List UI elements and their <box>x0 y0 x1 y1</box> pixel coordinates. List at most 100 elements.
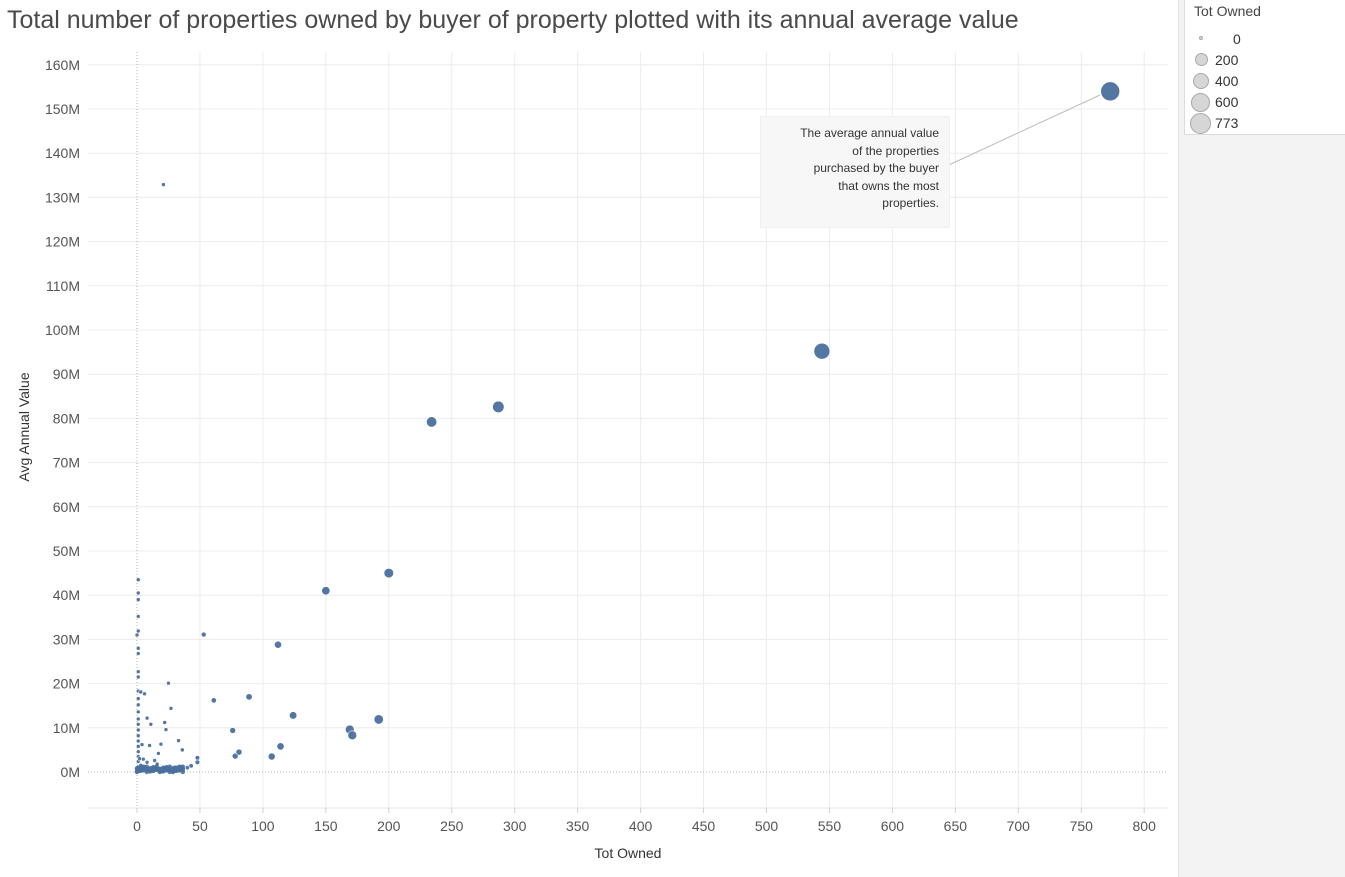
legend-item[interactable]: 200 <box>1185 50 1345 70</box>
y-tick-label: 10M <box>53 720 80 736</box>
y-tick-label: 100M <box>45 322 80 338</box>
y-tick-label: 110M <box>46 278 80 294</box>
legend-item-label: 400 <box>1215 73 1239 89</box>
annotation-line: The average annual value <box>800 126 939 140</box>
data-point <box>152 758 157 763</box>
data-point <box>135 709 141 715</box>
x-tick-label: 300 <box>503 818 527 834</box>
data-point <box>135 674 141 680</box>
legend-item[interactable]: 773 <box>1185 113 1345 134</box>
data-point <box>135 721 141 727</box>
x-tick-label: 650 <box>944 818 968 834</box>
data-point <box>158 741 164 747</box>
annotation-line: purchased by the buyer <box>813 161 939 175</box>
data-point <box>147 743 152 748</box>
data-point <box>174 768 179 773</box>
y-tick-label: 30M <box>53 631 80 647</box>
annotation-connector <box>937 94 1101 171</box>
y-tick-label: 90M <box>53 366 80 382</box>
data-point <box>347 730 358 741</box>
data-point <box>147 768 153 774</box>
y-tick-label: 130M <box>45 189 80 205</box>
data-point <box>492 400 505 413</box>
legend-title: Tot Owned <box>1194 3 1261 19</box>
size-legend[interactable]: Tot Owned 0 200 400 600 773 <box>1184 0 1345 135</box>
x-tick-label: 600 <box>881 818 905 834</box>
x-tick-label: 150 <box>314 818 338 834</box>
side-panel <box>1178 0 1345 877</box>
legend-size-circle <box>1190 113 1211 134</box>
x-tick-label: 400 <box>629 818 653 834</box>
data-point <box>321 586 331 596</box>
y-tick-label: 50M <box>53 543 80 559</box>
y-tick-label: 60M <box>53 499 80 515</box>
scatter-chart: 0M 10M 20M 30M 40M 50M 60M 70M 80M 90M 100M 110M 120… <box>45 52 1168 834</box>
annotation-line: that owns the most <box>838 178 939 193</box>
data-point <box>134 766 140 771</box>
chart-title: Total number of properties owned by buye… <box>7 6 1019 34</box>
legend-size-circle <box>1191 93 1210 112</box>
data-point <box>135 669 141 674</box>
x-tick-label: 0 <box>133 818 141 834</box>
y-tick-label: 160M <box>45 57 80 73</box>
data-point <box>161 182 166 187</box>
x-tick-label: 700 <box>1007 818 1031 834</box>
data-point <box>383 567 394 579</box>
data-point <box>373 714 384 725</box>
data-point <box>148 721 154 727</box>
legend-item-label: 0 <box>1233 31 1241 47</box>
data-point <box>194 759 201 765</box>
data-point <box>135 702 141 708</box>
data-point <box>813 342 831 360</box>
x-tick-label: 100 <box>251 818 275 834</box>
data-point <box>170 766 176 771</box>
x-tick-label: 550 <box>818 818 842 834</box>
y-tick-label: 150M <box>45 101 80 117</box>
data-point <box>154 767 159 772</box>
data-point <box>274 640 282 649</box>
data-point <box>151 765 156 770</box>
x-tick-label: 500 <box>755 818 779 834</box>
data-point <box>1100 81 1121 102</box>
legend-item-label: 773 <box>1215 115 1239 131</box>
plot-area: 0M 10M 20M 30M 40M 50M 60M 70M 80M 90M 100M 110M 120… <box>45 52 1168 834</box>
data-point <box>138 768 143 773</box>
data-point <box>156 751 161 756</box>
data-point <box>135 749 141 754</box>
data-point <box>135 744 141 749</box>
data-point <box>267 752 276 761</box>
data-point <box>135 733 141 739</box>
data-point <box>135 645 141 651</box>
annotation-box: The average annual value of the properti… <box>760 116 950 228</box>
data-point <box>167 769 172 775</box>
legend-item[interactable]: 400 <box>1185 71 1345 91</box>
data-point <box>135 696 141 701</box>
x-axis-label: Tot Owned <box>594 845 662 861</box>
legend-size-circle <box>1193 73 1209 89</box>
data-point <box>135 577 141 583</box>
x-tick-label: 750 <box>1070 818 1094 834</box>
data-point <box>188 763 194 769</box>
data-point <box>177 764 182 769</box>
data-point <box>144 759 150 765</box>
y-tick-label: 120M <box>45 234 80 250</box>
axis-layer: 0M 10M 20M 30M 40M 50M 60M 70M 80M 90M 100M 110M 120… <box>45 57 1156 834</box>
data-point <box>163 727 169 732</box>
data-point <box>140 756 146 762</box>
legend-item[interactable]: 0 <box>1185 29 1345 49</box>
legend-item[interactable]: 600 <box>1185 92 1345 112</box>
data-point <box>200 631 207 638</box>
data-point <box>157 769 163 774</box>
data-point <box>168 706 174 711</box>
data-point <box>137 756 142 762</box>
data-point <box>166 680 171 686</box>
data-point <box>138 689 144 695</box>
data-point <box>235 748 243 756</box>
data-point <box>176 738 181 743</box>
data-point <box>142 691 147 697</box>
data-point <box>276 742 285 751</box>
data-point <box>180 766 186 772</box>
data-point <box>135 597 141 602</box>
data-point <box>160 765 166 770</box>
data-point <box>180 769 186 775</box>
